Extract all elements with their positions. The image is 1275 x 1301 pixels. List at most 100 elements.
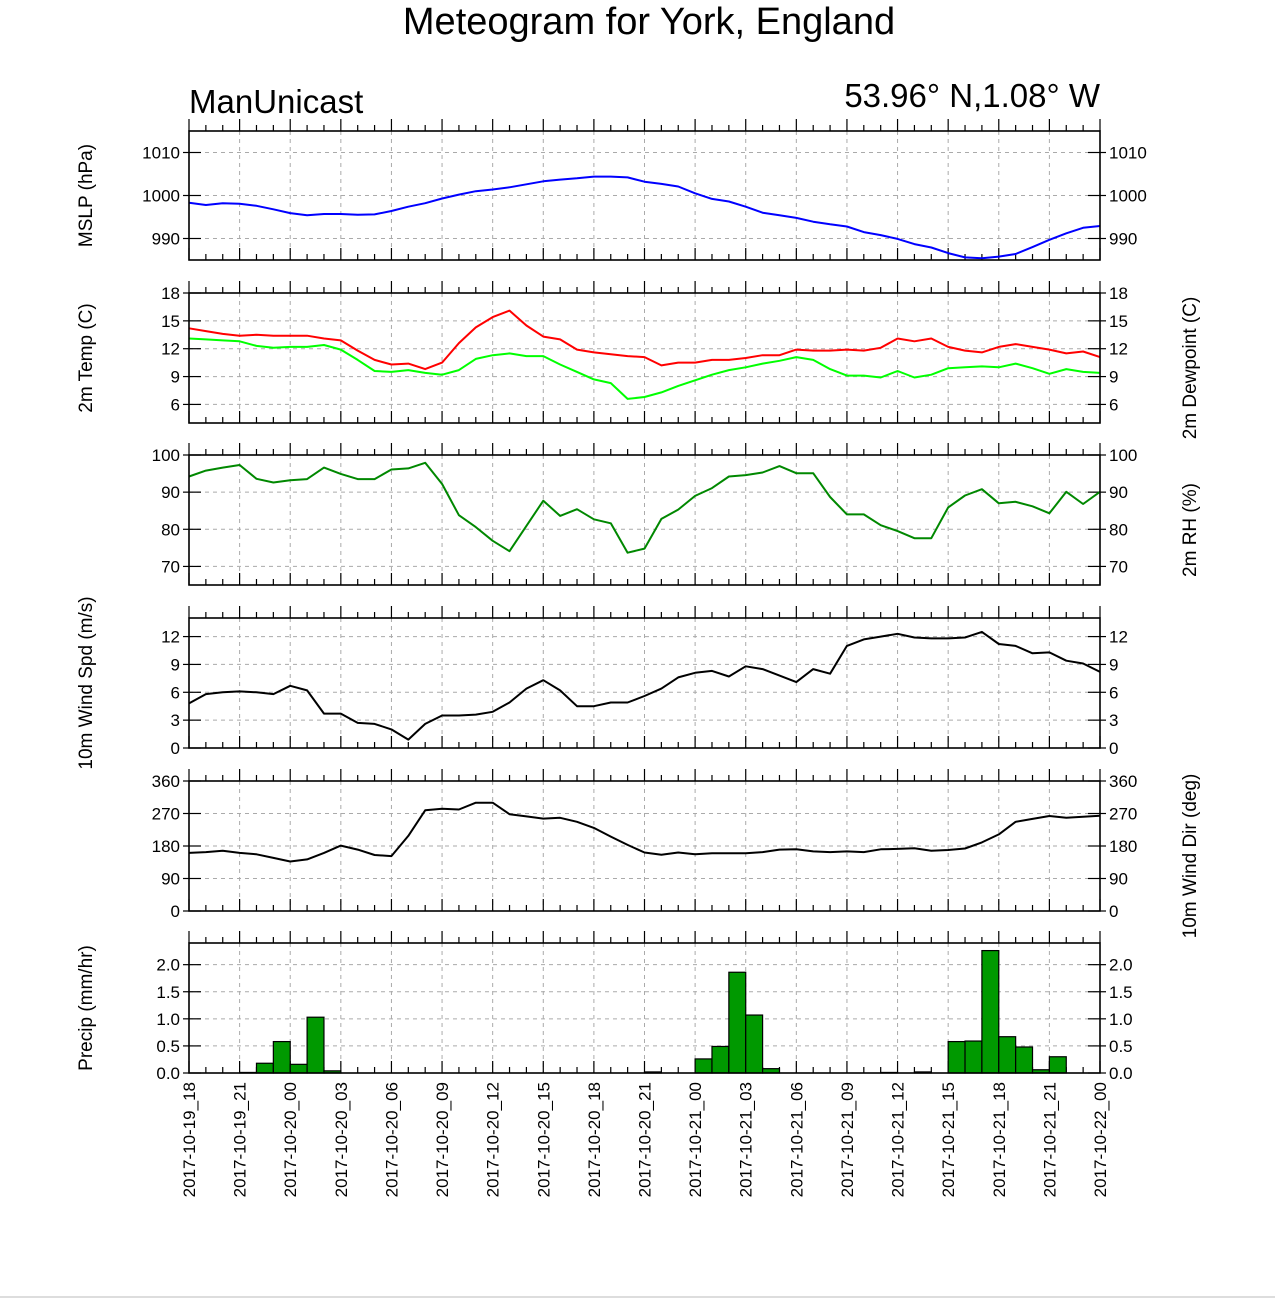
precip-bar	[998, 1036, 1017, 1074]
y-tick-label-right: 180	[1109, 837, 1137, 856]
y-tick-label-right: 15	[1109, 312, 1128, 331]
y-tick-label-right: 1.5	[1109, 983, 1133, 1002]
y-tick-label-right: 90	[1109, 870, 1128, 889]
y-tick-label-left: 9	[171, 655, 180, 674]
y-tick-label-right: 3	[1109, 711, 1118, 730]
series-line-1	[188, 309, 1101, 371]
x-tick-label: 2017-10-21_03	[737, 1082, 756, 1197]
y-tick-label-right: 9	[1109, 655, 1118, 674]
precip-bar	[306, 1016, 325, 1074]
y-tick-label-right: 80	[1109, 520, 1128, 539]
y-tick-label-left: 0.5	[156, 1037, 180, 1056]
y-axis-title-right: 10m Wind Dir (deg)	[1180, 774, 1201, 939]
y-tick-label-left: 70	[161, 557, 180, 576]
x-tick-label: 2017-10-20_21	[636, 1082, 655, 1197]
x-tick-label: 2017-10-20_15	[534, 1082, 553, 1197]
y-axis-title-left: MSLP (hPa)	[76, 144, 97, 247]
y-axis-title-left: 10m Wind Spd (m/s)	[76, 596, 97, 769]
x-tick-label: 2017-10-20_00	[281, 1082, 300, 1197]
y-tick-label-left: 9	[171, 368, 180, 387]
panel-frame	[188, 292, 1101, 424]
series-line-1	[188, 461, 1101, 554]
precip-bar	[745, 1014, 764, 1074]
x-tick-label: 2017-10-21_21	[1040, 1082, 1059, 1197]
y-axis-title-right: 2m Dewpoint (C)	[1180, 297, 1201, 440]
precip-bar	[964, 1040, 983, 1074]
series-line-1	[188, 175, 1101, 260]
source-label: ManUnicast	[189, 83, 363, 120]
y-tick-label-right: 12	[1109, 628, 1128, 647]
y-tick-label-left: 90	[161, 483, 180, 502]
y-tick-label-left: 1000	[142, 187, 180, 206]
location-label: 53.96° N,1.08° W	[844, 77, 1101, 114]
y-axis-title-left: Precip (mm/hr)	[76, 945, 97, 1071]
precip-bar	[1048, 1056, 1067, 1074]
y-tick-label-left: 3	[171, 711, 180, 730]
y-tick-label-right: 1.0	[1109, 1010, 1133, 1029]
x-axis: 2017-10-19_18 2017-10-19_21 2017-10-20_00 2…	[180, 1082, 1110, 1197]
precip-bar	[1015, 1046, 1034, 1074]
panel-frame	[188, 780, 1101, 912]
x-tick-label: 2017-10-20_09	[433, 1082, 452, 1197]
x-tick-label: 2017-10-21_18	[990, 1082, 1009, 1197]
precip-bar	[711, 1045, 730, 1074]
y-tick-label-right: 0	[1109, 902, 1118, 921]
y-tick-label-right: 100	[1109, 446, 1137, 465]
panel-frame	[188, 454, 1101, 586]
y-tick-label-right: 90	[1109, 483, 1128, 502]
panel-6: 0.0 0.0 0.5 0.5 1.0 1.0 1.5 1.5 2.0 2.0 Precip (mm…	[76, 931, 1133, 1083]
y-tick-label-right: 2.0	[1109, 956, 1133, 975]
x-tick-label: 2017-10-21_06	[787, 1082, 806, 1197]
precip-bar	[728, 971, 747, 1074]
series-line-1	[188, 801, 1101, 863]
y-tick-label-right: 70	[1109, 557, 1128, 576]
precip-bar	[272, 1040, 291, 1074]
precip-bar	[289, 1063, 308, 1074]
y-tick-label-left: 0	[171, 902, 180, 921]
panel-4: 0 0 3 3 6 6 9 9 12 12 10m Wind Spd (m/s)	[76, 596, 1128, 769]
y-tick-label-left: 80	[161, 520, 180, 539]
y-tick-label-left: 180	[152, 837, 180, 856]
y-tick-label-right: 18	[1109, 284, 1128, 303]
y-axis-title-left: 2m Temp (C)	[76, 303, 97, 412]
y-tick-label-right: 0	[1109, 739, 1118, 758]
y-tick-label-left: 0	[171, 739, 180, 758]
panel-3: 70 70 80 80 90 90 100 100 2m RH (%)	[152, 443, 1201, 586]
y-axis-title-right: 2m RH (%)	[1180, 483, 1201, 577]
x-tick-label: 2017-10-20_18	[585, 1082, 604, 1197]
y-tick-label-left: 15	[161, 312, 180, 331]
y-tick-label-right: 6	[1109, 395, 1118, 414]
y-tick-label-right: 270	[1109, 805, 1137, 824]
series-line-1	[188, 630, 1101, 741]
y-tick-label-left: 12	[161, 628, 180, 647]
y-tick-label-left: 100	[152, 446, 180, 465]
y-tick-label-left: 360	[152, 772, 180, 791]
y-tick-label-right: 0.5	[1109, 1037, 1133, 1056]
precip-bar	[947, 1040, 966, 1074]
x-tick-label: 2017-10-21_00	[686, 1082, 705, 1197]
y-tick-label-left: 1.0	[156, 1010, 180, 1029]
x-tick-label: 2017-10-20_06	[382, 1082, 401, 1197]
y-tick-label-right: 990	[1109, 230, 1137, 249]
x-tick-label: 2017-10-20_03	[332, 1082, 351, 1197]
x-tick-label: 2017-10-20_12	[484, 1082, 503, 1197]
x-tick-label: 2017-10-19_21	[231, 1082, 250, 1197]
y-tick-label-left: 1010	[142, 144, 180, 163]
panel-frame	[188, 942, 1101, 1074]
y-tick-label-left: 12	[161, 340, 180, 359]
panel-frame	[188, 130, 1101, 261]
x-tick-label: 2017-10-19_18	[180, 1082, 199, 1197]
y-tick-label-left: 1.5	[156, 983, 180, 1002]
y-tick-label-left: 6	[171, 683, 180, 702]
precip-bar	[255, 1062, 274, 1074]
y-tick-label-left: 990	[152, 230, 180, 249]
figure-title: Meteogram for York, England	[403, 1, 895, 43]
y-tick-label-left: 6	[171, 395, 180, 414]
panel-2: 6 6 9 9 12 12 15 15 18 18 2m Temp (C) 2m Dewpoint (…	[76, 281, 1201, 439]
y-tick-label-right: 6	[1109, 683, 1118, 702]
y-tick-label-right: 0.0	[1109, 1064, 1133, 1083]
y-tick-label-right: 1000	[1109, 187, 1147, 206]
y-tick-label-left: 2.0	[156, 956, 180, 975]
